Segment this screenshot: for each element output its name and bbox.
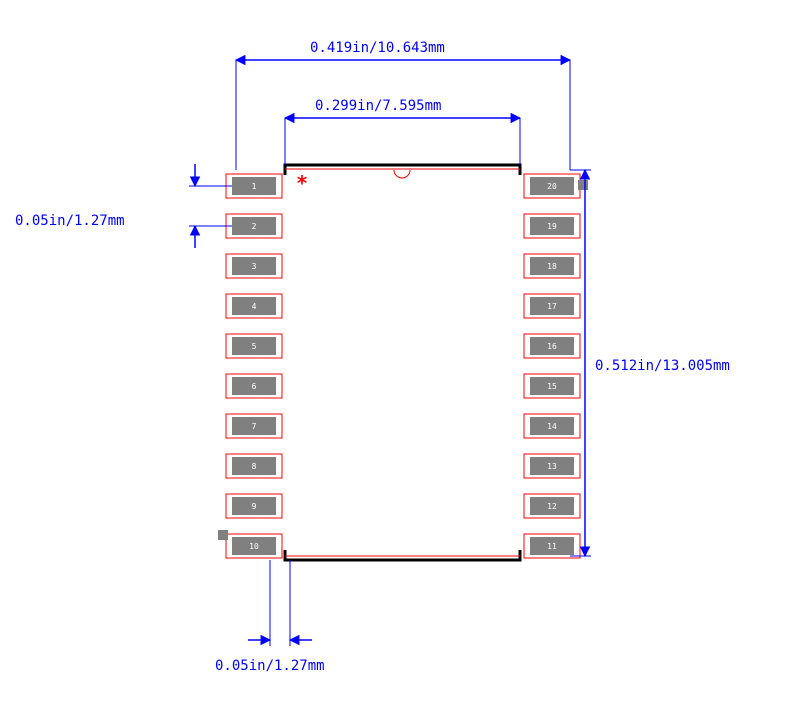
pin-label-8: 8 xyxy=(252,462,257,471)
pin-label-4: 4 xyxy=(252,302,257,311)
pin-label-14: 14 xyxy=(547,422,557,431)
dim-label-pin-pitch: 0.05in/1.27mm xyxy=(15,213,125,229)
pin-label-17: 17 xyxy=(547,302,557,311)
pin1-marker: * xyxy=(296,171,308,195)
pin-label-2: 2 xyxy=(252,222,257,231)
pin-label-9: 9 xyxy=(252,502,257,511)
pin-label-6: 6 xyxy=(252,382,257,391)
side-marker-1 xyxy=(578,180,588,190)
dim-label-body-width: 0.299in/7.595mm xyxy=(315,98,441,114)
pin-label-16: 16 xyxy=(547,342,557,351)
body-edge-bottom xyxy=(285,550,520,560)
footprint-drawing: 1234567891020191817161514131211*0.419in/… xyxy=(0,0,800,721)
side-marker-0 xyxy=(218,530,228,540)
dim-label-pin-width: 0.05in/1.27mm xyxy=(215,658,325,674)
pin-label-12: 12 xyxy=(547,502,557,511)
dim-label-overall-height: 0.512in/13.005mm xyxy=(595,358,730,374)
pin-label-19: 19 xyxy=(547,222,557,231)
dim-label-overall-width: 0.419in/10.643mm xyxy=(310,40,445,56)
pin-label-20: 20 xyxy=(547,182,557,191)
pin-label-1: 1 xyxy=(252,182,257,191)
pin-label-10: 10 xyxy=(249,542,259,551)
pin-label-11: 11 xyxy=(547,542,557,551)
pin-label-13: 13 xyxy=(547,462,557,471)
pin-label-15: 15 xyxy=(547,382,557,391)
pin-label-5: 5 xyxy=(252,342,257,351)
pin-label-7: 7 xyxy=(252,422,257,431)
pin-label-18: 18 xyxy=(547,262,557,271)
pin-label-3: 3 xyxy=(252,262,257,271)
orientation-notch xyxy=(394,170,410,178)
body-edge-top xyxy=(285,165,520,175)
